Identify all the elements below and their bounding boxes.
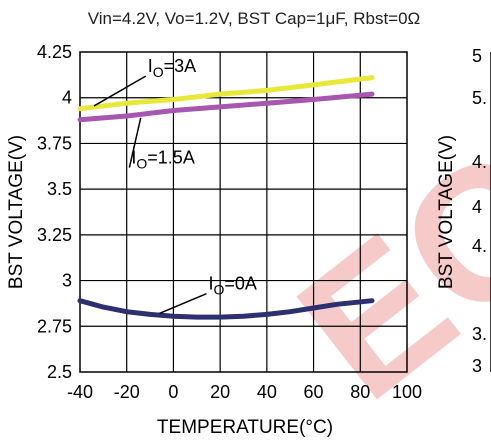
right-tick-fragment: 5 <box>472 46 482 66</box>
x-tick-label: 100 <box>392 382 422 402</box>
series-label: IO=3A <box>148 56 196 80</box>
y-tick-label: 2.5 <box>47 362 72 382</box>
series-label-rest: =1.5A <box>147 148 195 168</box>
series-label-main: I <box>131 148 136 168</box>
series-label-main: I <box>148 56 153 76</box>
y-axis-label: BST VOLTAGE(V) <box>6 135 27 289</box>
series-label-sub: O <box>153 64 164 80</box>
y-tick-label: 3 <box>62 271 72 291</box>
annotation-leader <box>93 75 147 107</box>
right-tick-fragment: 3 <box>472 356 482 376</box>
x-axis-label: TEMPERATURE(°C) <box>157 417 333 438</box>
annotation-leader <box>159 293 207 315</box>
x-tick-label: -40 <box>67 382 93 402</box>
right-tick-fragment: 4 <box>472 197 482 217</box>
right-tick-fragment: 4. <box>472 236 487 256</box>
x-tick-label: 0 <box>168 382 178 402</box>
series-label: IO=1.5A <box>131 148 194 172</box>
series-group <box>77 75 375 320</box>
right-tick-fragment: 4. <box>472 152 487 172</box>
chart-title: Vin=4.2V, Vo=1.2V, BST Cap=1μF, Rbst=0Ω <box>88 9 421 28</box>
series-label-rest: =3A <box>164 56 197 76</box>
y-tick-label: 3.75 <box>37 133 72 153</box>
y-axis-ticks: 2.5 2.75 3 3.25 3.5 3.75 4 4.25 <box>37 42 72 382</box>
right-tick-fragments: 5 5. 4. 4 4. 3. 3 <box>472 46 487 376</box>
right-partial-chart: BST VOLTAGE(V) 5 5. 4. 4 4. 3. 3 <box>436 46 491 376</box>
x-tick-label: 40 <box>257 382 277 402</box>
series-label-main: I <box>208 274 213 294</box>
y-tick-label: 3.5 <box>47 179 72 199</box>
series-line-1 <box>77 91 375 123</box>
right-tick-fragment: 5. <box>472 88 487 108</box>
x-tick-label: 20 <box>210 382 230 402</box>
x-tick-label: 80 <box>350 382 370 402</box>
series-label-rest: =0A <box>224 274 257 294</box>
x-tick-label: 60 <box>304 382 324 402</box>
series-label-sub: O <box>213 282 224 298</box>
y-tick-label: 3.25 <box>37 225 72 245</box>
right-y-axis-label: BST VOLTAGE(V) <box>436 135 457 289</box>
series-label-sub: O <box>136 156 147 172</box>
x-axis-ticks: -40 -20 0 20 40 60 80 100 <box>67 382 422 402</box>
series-line-2 <box>77 298 375 320</box>
y-tick-label: 4.25 <box>37 42 72 62</box>
plot-frame <box>79 51 408 373</box>
y-tick-label: 4 <box>62 88 72 108</box>
annotation-leader <box>128 117 142 168</box>
y-tick-label: 2.75 <box>37 316 72 336</box>
series-line-0 <box>77 75 375 112</box>
x-tick-label: -20 <box>114 382 140 402</box>
series-label: IO=0A <box>208 274 256 298</box>
right-tick-fragment: 3. <box>472 324 487 344</box>
